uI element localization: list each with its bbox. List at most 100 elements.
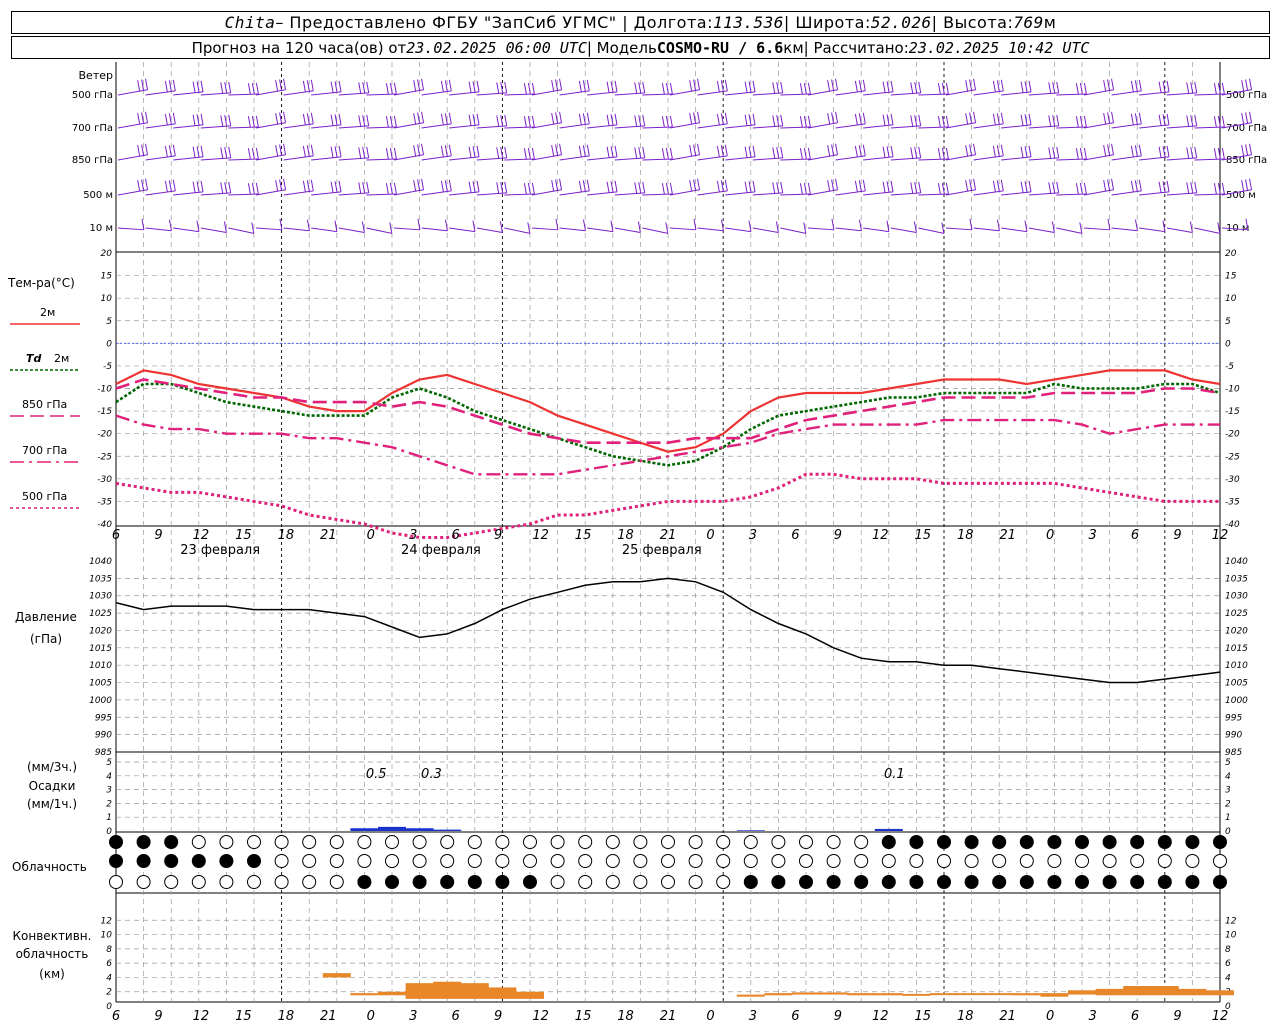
wind-barb [634, 82, 638, 94]
wind-barb [886, 81, 890, 93]
wind-barb [610, 81, 614, 93]
wind-barb [1103, 180, 1107, 192]
wind-barb [693, 179, 697, 191]
wind-barb [444, 219, 448, 231]
wind-barb-shaft [697, 123, 728, 129]
temp-tick-right: -30 [1225, 475, 1240, 485]
wind-barb-shaft [531, 154, 562, 161]
wind-barb-shaft [1111, 90, 1142, 96]
wind-barb [748, 81, 752, 93]
day-label: 25 февраля [622, 543, 702, 558]
conv-bar [792, 992, 820, 995]
wind-barb [196, 146, 200, 158]
wind-barb-shaft [393, 227, 420, 231]
wind-barb [551, 180, 555, 192]
cloud-fill [744, 875, 758, 889]
wind-barb [910, 147, 914, 159]
cloud-fill [854, 875, 868, 889]
wind-barb-shaft [1139, 91, 1170, 96]
cloud-symbol [329, 875, 344, 889]
cloud-symbol [412, 854, 427, 868]
wind-barb [1217, 83, 1221, 95]
wind-barb [417, 79, 421, 91]
conv-tick-left: 0 [106, 1002, 112, 1012]
wind-barb [196, 114, 200, 126]
wind-barb-shaft [890, 192, 921, 196]
wind-barb [527, 83, 531, 95]
wind-barb-shaft [587, 91, 618, 96]
x-tick-label-bottom: 6 [1131, 1009, 1139, 1024]
forecast-bar: Прогноз на 120 часа(ов) от 23.02.2025 06… [11, 36, 1270, 59]
wind-barb [831, 112, 835, 124]
wind-barb [854, 80, 858, 93]
wind-barb [358, 115, 362, 127]
cloud-symbol [247, 835, 261, 849]
wind-barb [689, 113, 693, 125]
wind-barb-shaft [973, 123, 1004, 129]
wind-barb [697, 178, 701, 190]
wind-barb [330, 81, 334, 93]
wind-barb [196, 220, 200, 232]
wind-barb-shaft [1111, 155, 1142, 161]
cloud-symbol [605, 875, 620, 889]
x-tick-label-bottom: 15 [235, 1009, 252, 1024]
wind-barb [200, 145, 204, 157]
wind-barb-shaft [393, 122, 424, 129]
wind-barb-shaft [228, 227, 254, 234]
wind-barb-shaft [1056, 158, 1087, 161]
wind-barb-shaft [614, 157, 645, 161]
wind-barb-shaft [559, 155, 590, 161]
wind-barb [882, 146, 886, 158]
wind-barb-shaft [1111, 227, 1138, 232]
wind-barb-shaft [1194, 227, 1220, 234]
cloud-fill [992, 835, 1006, 849]
precip-tick-left: 5 [106, 758, 112, 768]
wind-barb [255, 115, 259, 128]
wind-barb [141, 112, 145, 124]
wind-barb [302, 180, 306, 193]
x-tick-label-temp: 9 [1173, 528, 1181, 543]
wind-barb [634, 182, 638, 194]
wind-barb [886, 181, 890, 193]
wind-barb [555, 218, 559, 230]
wind-barb [772, 147, 776, 159]
wind-barb-shaft [835, 155, 866, 161]
wind-barb [385, 183, 389, 195]
wind-barb-shaft [697, 227, 724, 232]
wind-barb-shaft [311, 227, 338, 233]
wind-barb [1083, 182, 1087, 195]
cloud-symbol [550, 875, 565, 889]
wind-barb [1111, 78, 1115, 90]
day-label: 24 февраля [401, 543, 481, 558]
wind-barb [247, 83, 251, 95]
wind-barb [586, 179, 590, 191]
wind-barb [500, 147, 504, 159]
wind-barb-shaft [1221, 227, 1248, 231]
wind-barb [831, 144, 835, 156]
cloud-symbol [495, 854, 510, 868]
wind-barb [582, 80, 586, 92]
wind-barb-shaft [200, 157, 231, 161]
wind-barb [496, 115, 500, 127]
wind-barb [862, 79, 866, 91]
wind-barb [164, 113, 168, 126]
wind-barb [1245, 179, 1249, 191]
conv-bar [322, 973, 351, 978]
wind-barb [610, 181, 614, 193]
station-name: Chita [224, 13, 276, 32]
wind-barb [1075, 116, 1079, 128]
cloud-symbol [743, 835, 758, 849]
wind-barb [1249, 111, 1253, 123]
x-tick-label-bottom: 18 [957, 1009, 974, 1024]
cloud-symbol [1102, 854, 1117, 868]
cloud-fill [1047, 835, 1061, 849]
precip-title: Осадки [29, 779, 76, 793]
wind-barb [965, 180, 969, 192]
wind-barb [358, 82, 362, 94]
wind-barb [164, 145, 168, 158]
cloud-symbol [633, 835, 648, 849]
precip-bar [736, 830, 765, 831]
wind-barb [1138, 112, 1142, 124]
wind-barb-shaft [669, 154, 700, 161]
wind-barb [910, 115, 914, 127]
